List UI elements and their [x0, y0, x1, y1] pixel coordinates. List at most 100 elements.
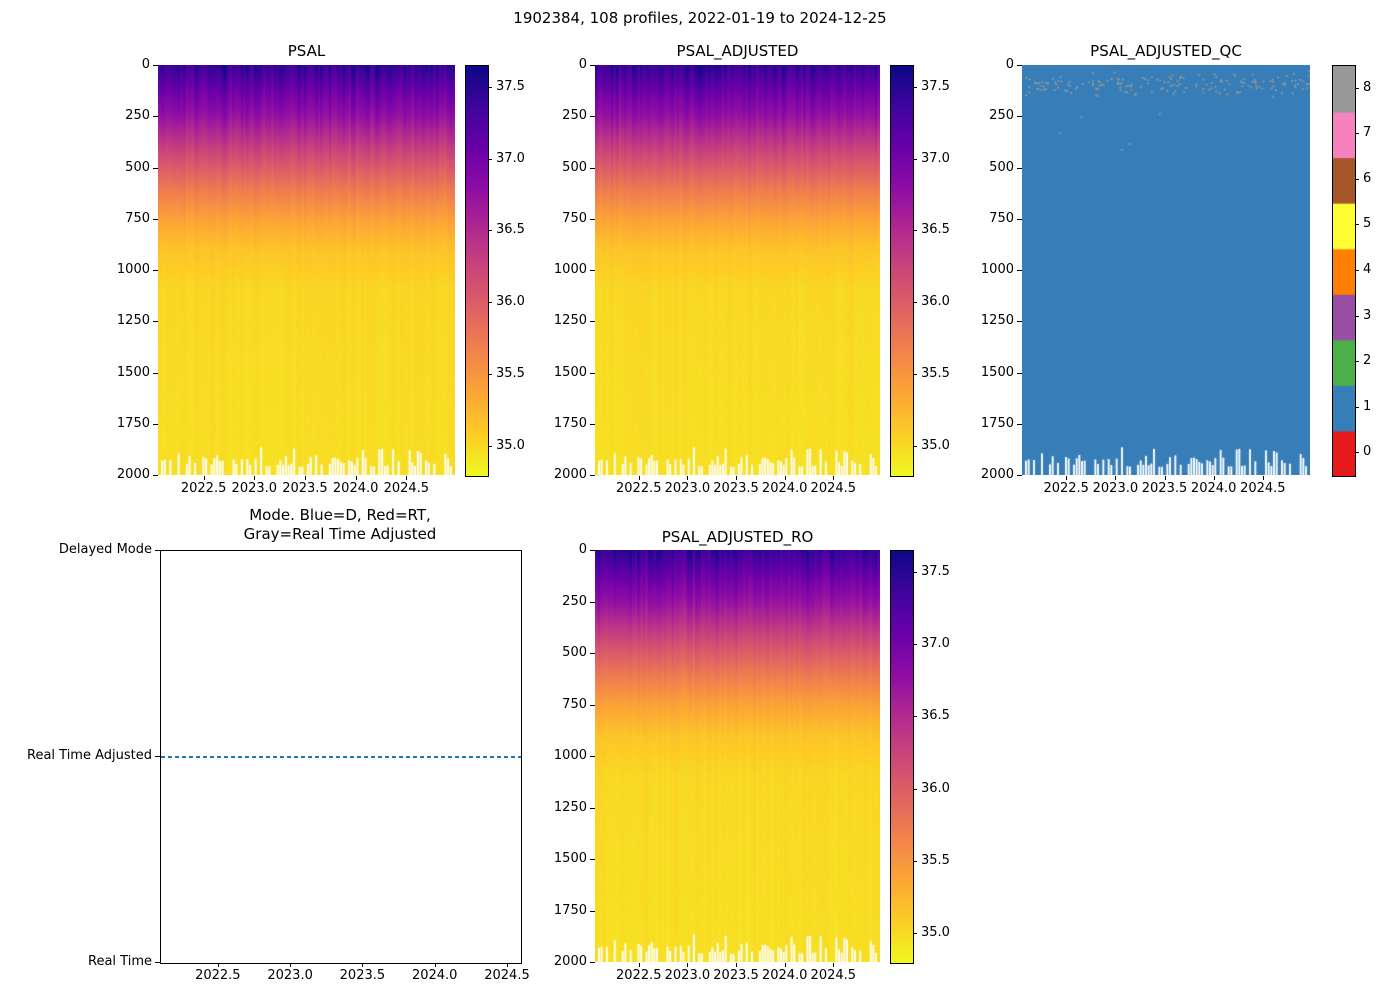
- tick-label: 2023.5: [713, 481, 759, 496]
- ro-heatmap-canvas: [595, 550, 880, 962]
- tick-mark: [784, 476, 786, 480]
- tick-label: 36.0: [921, 294, 950, 310]
- tick-mark: [784, 963, 786, 967]
- tick-label: 35.0: [496, 438, 525, 454]
- tick-label: Real Time: [88, 954, 152, 969]
- tick-label: 2023.5: [282, 481, 328, 496]
- qc-heatmap-canvas: [1022, 65, 1310, 475]
- tick-label: Delayed Mode: [58, 542, 152, 557]
- tick-mark: [304, 476, 306, 480]
- tick-label: 250: [562, 593, 587, 609]
- tick-label: 37.0: [921, 150, 950, 166]
- tick-label: 36.0: [496, 294, 525, 310]
- tick-label: 8: [1363, 79, 1372, 95]
- tick-label: 37.5: [921, 563, 950, 579]
- tick-label: 1250: [980, 313, 1014, 329]
- tick-label: Real Time Adjusted: [27, 748, 152, 763]
- psal-heatmap-canvas: [158, 65, 455, 475]
- tick-label: 2024.0: [1190, 481, 1237, 496]
- tick-mark: [736, 963, 738, 967]
- tick-mark: [1262, 476, 1264, 480]
- tick-label: 35.0: [921, 438, 950, 454]
- tick-mark: [1066, 476, 1068, 480]
- tick-label: 2024.0: [761, 968, 808, 983]
- tick-label: 250: [125, 108, 150, 124]
- tick-label: 2023.5: [339, 968, 386, 983]
- tick-label: 2023.0: [267, 968, 313, 983]
- tick-label: 37.0: [921, 635, 950, 651]
- tick-label: 2000: [553, 467, 587, 482]
- tick-label: 750: [562, 696, 587, 712]
- tick-label: 5: [1363, 216, 1372, 232]
- tick-label: 1500: [553, 851, 587, 866]
- tick-label: 36.5: [921, 222, 950, 238]
- tick-label: 0: [578, 542, 587, 557]
- tick-mark: [833, 963, 835, 967]
- tick-label: 1750: [116, 415, 150, 431]
- tick-mark: [638, 963, 640, 967]
- tick-label: 1250: [116, 313, 150, 329]
- tick-label: 6: [1363, 170, 1372, 186]
- tick-label: 1500: [980, 364, 1014, 380]
- tick-label: 36.5: [921, 708, 950, 724]
- tick-mark: [736, 476, 738, 480]
- mode-title-line2: Gray=Real Time Adjusted: [243, 525, 437, 543]
- mode-axes: [160, 550, 522, 964]
- tick-mark: [203, 476, 205, 480]
- psal-adjusted-qc-title: PSAL_ADJUSTED_QC: [1090, 42, 1242, 60]
- tick-label: 1000: [116, 262, 150, 277]
- tick-mark: [1017, 475, 1022, 476]
- tick-label: 2022.5: [616, 968, 662, 983]
- mode-title-line1: Mode. Blue=D, Red=RT,: [249, 506, 431, 524]
- tick-mark: [687, 476, 689, 480]
- figure-title: 1902384, 108 profiles, 2022-01-19 to 202…: [513, 9, 887, 27]
- ro-colorbar-canvas: [890, 550, 914, 964]
- tick-label: 35.5: [921, 852, 950, 868]
- psal-adjusted-title: PSAL_ADJUSTED: [676, 42, 799, 60]
- tick-label: 1250: [553, 799, 587, 815]
- tick-label: 2000: [553, 954, 587, 969]
- tick-label: 1000: [553, 748, 587, 763]
- tick-label: 1500: [553, 364, 587, 380]
- tick-mark: [638, 476, 640, 480]
- tick-label: 35.5: [921, 366, 950, 382]
- tick-label: 2023.0: [664, 968, 711, 983]
- tick-label: 2023.0: [231, 481, 278, 496]
- tick-label: 2022.5: [616, 481, 662, 496]
- tick-mark: [1213, 476, 1215, 480]
- tick-label: 0: [1363, 444, 1372, 460]
- tick-label: 2024.5: [810, 481, 857, 496]
- qc-colorbar-canvas: [1332, 65, 1356, 477]
- tick-label: 0: [141, 57, 150, 72]
- tick-label: 2023.0: [1092, 481, 1139, 496]
- tick-label: 4: [1363, 262, 1372, 277]
- tick-label: 37.5: [496, 78, 525, 94]
- tick-mark: [833, 476, 835, 480]
- tick-label: 1750: [553, 902, 587, 918]
- tick-mark: [1164, 476, 1166, 480]
- tick-label: 2022.5: [195, 968, 241, 983]
- tick-label: 750: [562, 210, 587, 226]
- tick-mark: [1115, 476, 1117, 480]
- tick-label: 500: [562, 645, 587, 660]
- tick-label: 250: [989, 108, 1014, 124]
- tick-label: 36.5: [496, 222, 525, 238]
- tick-label: 2024.0: [332, 481, 379, 496]
- tick-label: 2024.5: [484, 968, 530, 983]
- tick-label: 2024.0: [761, 481, 808, 496]
- tick-label: 36.0: [921, 780, 950, 796]
- tick-label: 3: [1363, 307, 1372, 323]
- tick-label: 0: [1005, 57, 1014, 72]
- tick-label: 750: [125, 210, 150, 226]
- tick-label: 37.5: [921, 78, 950, 94]
- psal-adjusted-ro-title: PSAL_ADJUSTED_RO: [661, 528, 814, 546]
- tick-label: 2024.0: [411, 968, 458, 983]
- psal-colorbar-canvas: [465, 65, 489, 477]
- tick-mark: [590, 962, 595, 963]
- tick-mark: [590, 475, 595, 476]
- tick-label: 2023.5: [713, 968, 759, 983]
- tick-label: 37.0: [496, 150, 525, 166]
- mode-dashed-line: [161, 756, 521, 758]
- tick-label: 2024.5: [810, 968, 857, 983]
